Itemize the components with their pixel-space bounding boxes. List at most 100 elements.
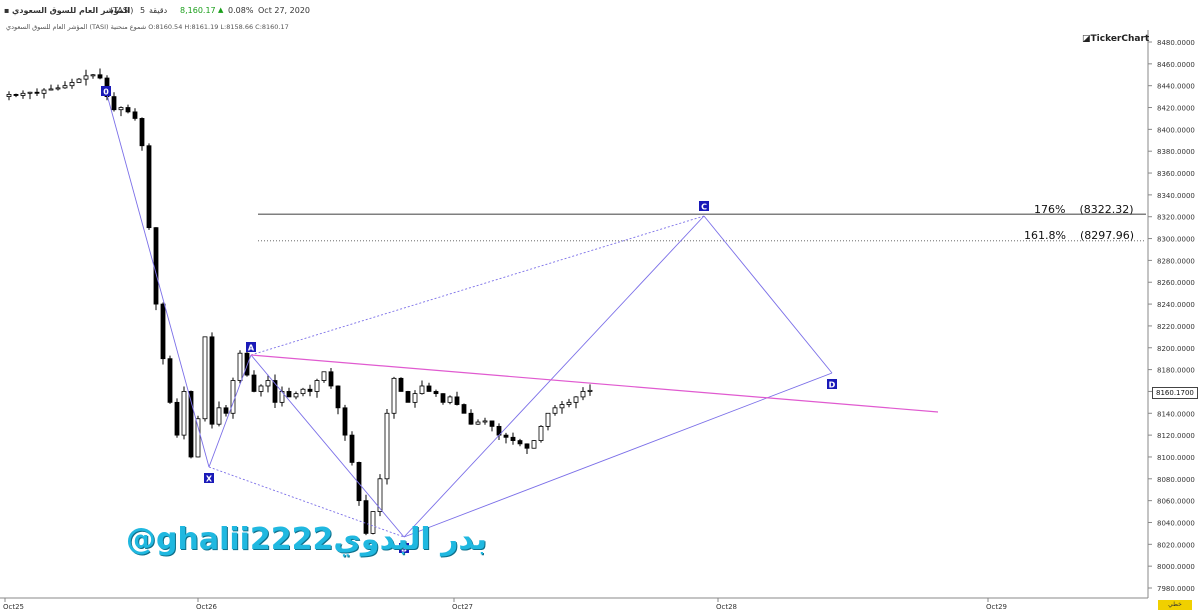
level-176-label: 176% (8322.32) bbox=[1034, 203, 1134, 216]
ohlc-text: المؤشر العام للسوق السعودي (TASI) شموع م… bbox=[6, 23, 289, 31]
candle-body bbox=[454, 396, 460, 405]
watermark-handle: @ghalii2222بدر البدوي bbox=[126, 522, 487, 557]
x-tick-label: Oct26 bbox=[196, 603, 218, 611]
point-label-0: 0 bbox=[101, 86, 111, 97]
candle-body bbox=[587, 389, 593, 392]
candle-body bbox=[209, 336, 215, 425]
candle-body bbox=[13, 94, 19, 96]
candle-body bbox=[20, 92, 26, 96]
y-tick-label: 8440.0000 bbox=[1157, 83, 1195, 91]
y-tick-label: 8200.0000 bbox=[1157, 345, 1195, 353]
point-label-A: A bbox=[246, 342, 256, 353]
candle-body bbox=[139, 118, 145, 147]
y-tick-label: 8060.0000 bbox=[1157, 498, 1195, 506]
point-label-B: B bbox=[399, 543, 409, 554]
candle-body bbox=[503, 434, 509, 438]
point-label-box bbox=[399, 543, 409, 553]
y-tick-label: 8080.0000 bbox=[1157, 476, 1195, 484]
candle-body bbox=[328, 371, 334, 387]
candle-body bbox=[6, 94, 12, 98]
candle-body bbox=[188, 391, 194, 458]
candle-body bbox=[97, 74, 103, 79]
chart-header: ▪ المؤشر العام للسوق السعودي (TASI) 5 دق… bbox=[0, 0, 1200, 20]
candle-body bbox=[132, 111, 138, 119]
candle-body bbox=[475, 421, 481, 425]
candle-body bbox=[237, 352, 243, 381]
candle-body bbox=[384, 412, 390, 480]
candle-body bbox=[55, 87, 61, 90]
point-label-text: 0 bbox=[103, 88, 109, 97]
candle-body bbox=[202, 336, 208, 420]
candle-body bbox=[517, 440, 523, 445]
change-pct: 0.08% bbox=[228, 6, 254, 15]
point-label-box bbox=[699, 201, 709, 211]
candle-body bbox=[524, 443, 530, 449]
candle-body bbox=[286, 391, 292, 398]
y-tick-label: 8180.0000 bbox=[1157, 367, 1195, 375]
point-label-X: X bbox=[204, 473, 214, 484]
candle-body bbox=[363, 500, 369, 534]
candle-body bbox=[349, 434, 355, 463]
leg-0x bbox=[105, 90, 210, 468]
current-price-tag: 8160.1700 bbox=[1152, 387, 1198, 399]
level-161-label: 161.8% (8297.96) bbox=[1024, 229, 1135, 242]
symbol-code: (TASI) bbox=[110, 6, 134, 15]
candle-body bbox=[433, 391, 439, 395]
point-label-C: C bbox=[699, 201, 709, 212]
y-tick-label: 8420.0000 bbox=[1157, 105, 1195, 113]
candle-body bbox=[244, 352, 250, 376]
candle-body bbox=[398, 377, 404, 392]
y-tick-label: 8220.0000 bbox=[1157, 323, 1195, 331]
chart-type-indicator[interactable]: خطي bbox=[1158, 600, 1192, 610]
candle-body bbox=[90, 74, 96, 77]
y-tick-label: 7980.0000 bbox=[1157, 585, 1195, 593]
last-price: 8,160.17 bbox=[180, 6, 216, 15]
y-tick-label: 8460.0000 bbox=[1157, 61, 1195, 69]
candle-body bbox=[314, 380, 320, 392]
leg-bd bbox=[403, 372, 833, 538]
x-tick-label: Oct27 bbox=[452, 603, 473, 611]
candle-body bbox=[27, 91, 33, 94]
point-label-box bbox=[246, 342, 256, 352]
y-tick-label: 8000.0000 bbox=[1157, 563, 1195, 571]
trend-line bbox=[250, 354, 939, 413]
candle-body bbox=[566, 401, 572, 405]
y-tick-label: 8040.0000 bbox=[1157, 519, 1195, 527]
candle-body bbox=[34, 91, 40, 94]
candle-body bbox=[461, 404, 467, 414]
y-tick-label: 8300.0000 bbox=[1157, 236, 1195, 244]
interval-unit: دقيقة bbox=[149, 6, 168, 15]
candle-body bbox=[545, 412, 551, 427]
candle-body bbox=[153, 227, 159, 305]
candle-body bbox=[111, 96, 117, 111]
candle-body bbox=[216, 407, 222, 425]
y-tick-label: 8140.0000 bbox=[1157, 410, 1195, 418]
candle-body bbox=[482, 420, 488, 423]
candle-body bbox=[69, 82, 75, 87]
candle-body bbox=[146, 145, 152, 229]
point-label-text: B bbox=[401, 545, 407, 554]
y-tick-label: 8320.0000 bbox=[1157, 214, 1195, 222]
candle-body bbox=[321, 371, 327, 381]
candle-body bbox=[76, 78, 82, 83]
candle-body bbox=[272, 380, 278, 403]
candle-body bbox=[125, 107, 131, 113]
leg-bc bbox=[403, 215, 705, 538]
point-label-text: C bbox=[701, 203, 707, 212]
header-icon[interactable]: ▪ bbox=[4, 6, 10, 15]
leg-ac bbox=[250, 215, 705, 356]
y-tick-label: 8020.0000 bbox=[1157, 541, 1195, 549]
candle-body bbox=[559, 404, 565, 409]
candle-body bbox=[83, 75, 89, 80]
y-tick-label: 8340.0000 bbox=[1157, 192, 1195, 200]
brand-icon: ◪ bbox=[1082, 34, 1091, 44]
candle-body bbox=[118, 107, 124, 111]
x-tick-label: Oct29 bbox=[986, 603, 1007, 611]
interval-value: 5 bbox=[140, 6, 146, 15]
candle-body bbox=[174, 401, 180, 436]
up-arrow-icon: ▲ bbox=[218, 6, 224, 14]
leg-xb bbox=[208, 466, 405, 538]
y-tick-label: 8380.0000 bbox=[1157, 148, 1195, 156]
candle-body bbox=[447, 396, 453, 403]
